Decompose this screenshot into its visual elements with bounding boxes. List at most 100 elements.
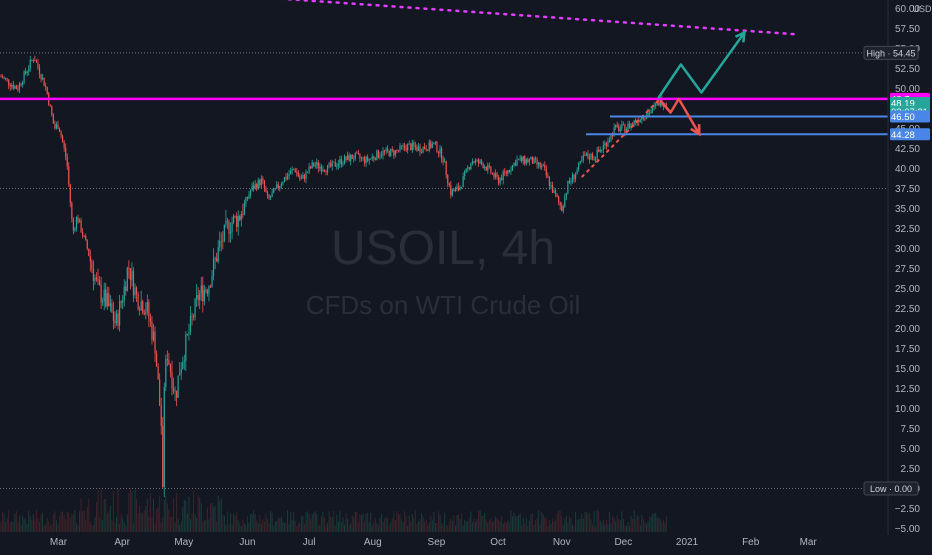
candle (653, 102, 655, 111)
volume-bar (510, 510, 512, 532)
volume-bar (558, 510, 560, 532)
candle (393, 149, 395, 159)
volume-bar (447, 525, 449, 532)
volume-bar (220, 498, 222, 532)
volume-bar (116, 516, 118, 532)
volume-bar (568, 516, 570, 532)
volume-bar (562, 525, 564, 532)
candle (276, 181, 278, 189)
volume-bar (82, 510, 84, 532)
volume-bar (250, 513, 252, 532)
candle (400, 145, 403, 150)
volume-bar (515, 515, 517, 532)
volume-bar (664, 523, 666, 532)
volume-bar (108, 511, 110, 532)
volume-bar (89, 522, 91, 532)
volume-bar (95, 502, 97, 532)
candle (547, 172, 549, 179)
candle (69, 183, 71, 208)
candle (83, 235, 85, 238)
candle (35, 59, 38, 63)
candle (308, 162, 310, 175)
volume-bar (18, 515, 20, 532)
volume-bar (434, 523, 436, 532)
candle (601, 149, 603, 153)
candle (436, 140, 438, 153)
volume-bar (364, 521, 366, 532)
volume-bar (100, 489, 102, 532)
volume-bar (271, 512, 273, 532)
candle (417, 142, 420, 152)
volume-bar (427, 525, 429, 532)
candle (160, 397, 162, 435)
candle (231, 216, 233, 240)
volume-bar (51, 524, 53, 532)
candle (454, 186, 457, 193)
volume-bar (214, 505, 216, 532)
volume-bar (112, 490, 114, 532)
volume-bar (494, 516, 496, 532)
dotted-trendline[interactable] (17, 0, 796, 36)
candle (539, 161, 541, 170)
volume-bar (83, 510, 85, 532)
candle (25, 67, 27, 76)
candle (602, 140, 604, 154)
volume-bar (226, 511, 228, 532)
volume-bar (351, 515, 353, 532)
candle (26, 70, 28, 77)
candle (340, 155, 343, 168)
volume-bar (246, 515, 248, 532)
candle (140, 290, 142, 312)
volume-bar (331, 516, 333, 532)
volume-bar (5, 522, 7, 532)
candle (82, 228, 84, 239)
volume-bar (633, 510, 635, 532)
candle (285, 173, 287, 181)
volume-bar (596, 510, 598, 532)
candle (334, 158, 336, 167)
volume-bar (322, 511, 324, 532)
volume-bar (511, 516, 513, 532)
candle (345, 156, 347, 163)
candle (635, 117, 637, 126)
candle (202, 276, 204, 313)
volume-bar (2, 511, 4, 532)
candle (424, 142, 426, 150)
candle (522, 156, 524, 165)
candle (34, 55, 36, 62)
candle (5, 77, 7, 81)
svg-text:44.28: 44.28 (891, 130, 915, 141)
volume-bar (311, 513, 313, 532)
volume-bar (49, 525, 51, 532)
candle (531, 156, 534, 164)
volume-bar (211, 503, 213, 532)
volume-bar (350, 523, 352, 532)
candle (350, 153, 352, 166)
volume-bar (132, 523, 134, 532)
candle (21, 80, 24, 88)
candle (291, 166, 293, 175)
volume-bar (240, 525, 242, 532)
projection-up-arrow[interactable] (657, 31, 746, 99)
volume-bar (590, 519, 592, 532)
candle (494, 169, 497, 180)
candle (194, 298, 196, 321)
volume-bar (380, 513, 382, 532)
projection-down-arrow[interactable] (659, 97, 701, 135)
volume-bar (54, 511, 56, 532)
volume-bar (283, 522, 285, 532)
volume-bar (231, 524, 233, 532)
candle (55, 121, 58, 130)
candle (490, 166, 492, 175)
price-label-low: Low · 0.00 (863, 481, 919, 496)
volume-bar (280, 517, 282, 532)
y-tick-label: 57.50 (895, 24, 920, 35)
volume-bar (259, 514, 261, 532)
x-tick-label: Mar (50, 537, 68, 548)
volume-bar (40, 514, 42, 532)
volume-bar (71, 513, 73, 532)
candle (348, 152, 350, 162)
candle (234, 215, 236, 219)
